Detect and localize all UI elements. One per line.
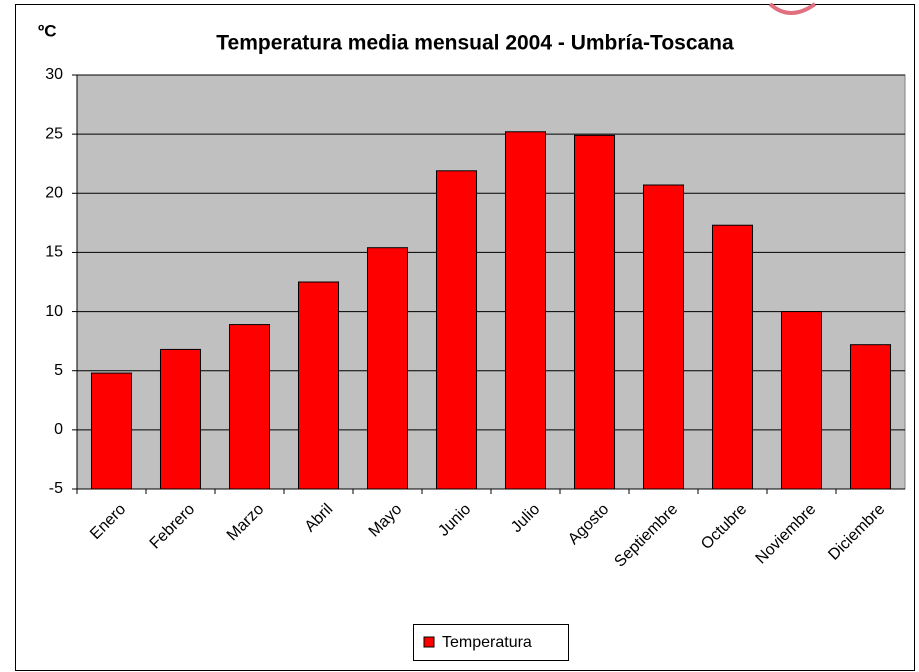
bar [159,348,202,490]
legend-box [413,624,569,661]
y-tick-label: 5 [54,362,63,379]
bar [297,281,340,490]
legend-label: Temperatura [442,634,532,651]
bar [849,344,892,490]
chart-title: Temperatura media mensual 2004 - Umbría-… [216,32,734,55]
bar [642,184,685,490]
y-tick-label: 15 [45,244,63,261]
y-tick-label: 25 [45,125,63,142]
plot-area [76,74,906,490]
legend-swatch [423,636,435,648]
bar [780,311,823,490]
bar [90,372,133,490]
bar [228,324,271,490]
y-tick-label: -5 [49,480,63,497]
y-tick-label: 10 [45,303,63,320]
bar [435,170,478,490]
decoration [768,2,817,15]
bar [711,224,754,490]
y-tick-label: 30 [45,66,63,83]
bar [366,247,409,490]
y-tick-label: 0 [54,421,63,438]
bar [573,134,616,490]
bar [504,131,547,490]
y-axis-label: ºC [38,21,57,40]
y-tick-label: 20 [45,185,63,202]
